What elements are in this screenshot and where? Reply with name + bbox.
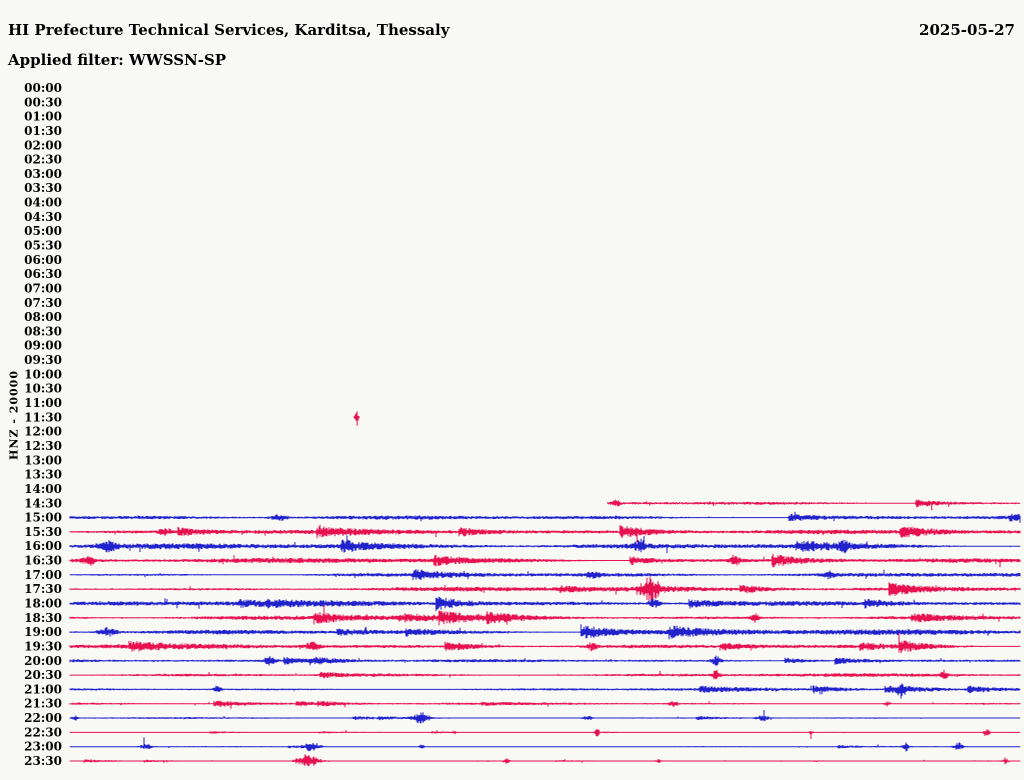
- time-label: 17:00: [24, 568, 62, 582]
- date-label: 2025-05-27: [919, 21, 1015, 39]
- trace-row-2200: [69, 710, 1021, 724]
- trace-row-1530: [69, 524, 1021, 543]
- trace-row-1800: [69, 596, 1021, 611]
- page-title: HI Prefecture Technical Services, Kardit…: [8, 21, 450, 39]
- time-label: 21:00: [24, 682, 62, 696]
- time-label: 00:00: [24, 81, 62, 95]
- time-label: 07:30: [24, 296, 62, 310]
- time-label: 06:00: [24, 253, 62, 267]
- trace-row-2130: [69, 700, 1021, 709]
- time-label: 04:30: [24, 210, 62, 224]
- time-label: 14:30: [24, 496, 62, 510]
- time-label: 02:30: [24, 153, 62, 167]
- time-label: 09:00: [24, 339, 62, 353]
- time-label: 06:30: [24, 267, 62, 281]
- time-label: 22:30: [24, 725, 62, 739]
- time-label: 17:30: [24, 582, 62, 596]
- time-label: 10:00: [24, 367, 62, 381]
- time-label: 02:00: [24, 138, 62, 152]
- time-label: 13:00: [24, 453, 62, 467]
- time-label: 16:00: [24, 539, 62, 553]
- trace-row-2300: [69, 737, 1021, 752]
- trace-row-1130: [353, 411, 360, 426]
- trace-row-2230: [69, 729, 1021, 739]
- time-label: 01:30: [24, 124, 62, 138]
- time-label: 15:30: [24, 525, 62, 539]
- time-label: 11:30: [24, 410, 62, 424]
- time-label: 00:30: [24, 95, 62, 109]
- trace-row-1730: [69, 576, 1021, 602]
- time-label: 05:00: [24, 224, 62, 238]
- time-label: 19:00: [24, 625, 62, 639]
- time-label: 16:30: [24, 554, 62, 568]
- time-label: 21:30: [24, 697, 62, 711]
- time-label: 05:30: [24, 239, 62, 253]
- trace-row-2100: [69, 683, 1021, 699]
- time-label: 15:00: [24, 511, 62, 525]
- time-label: 20:00: [24, 654, 62, 668]
- trace-row-1900: [69, 624, 1021, 640]
- time-label: 08:00: [24, 310, 62, 324]
- trace-row-2330: [69, 754, 1021, 767]
- trace-row-1830: [69, 604, 1021, 626]
- trace-row-1500: [69, 511, 1021, 523]
- time-label: 09:30: [24, 353, 62, 367]
- trace-row-1930: [69, 633, 1021, 654]
- time-label: 13:30: [24, 468, 62, 482]
- time-label: 10:30: [24, 382, 62, 396]
- time-label: 19:30: [24, 639, 62, 653]
- time-label: 14:00: [24, 482, 62, 496]
- trace-row-1430: [607, 499, 1021, 511]
- time-label: 03:00: [24, 167, 62, 181]
- time-label: 23:30: [24, 754, 62, 768]
- trace-row-1700: [69, 569, 1021, 581]
- time-label: 07:00: [24, 282, 62, 296]
- time-label: 22:00: [24, 711, 62, 725]
- trace-row-2030: [69, 669, 1021, 680]
- trace-row-1600: [69, 535, 1021, 554]
- trace-row-1630: [69, 553, 1021, 568]
- time-label: 20:30: [24, 668, 62, 682]
- time-label: 18:00: [24, 597, 62, 611]
- time-label: 03:30: [24, 181, 62, 195]
- time-label: 12:30: [24, 439, 62, 453]
- time-label: 01:00: [24, 110, 62, 124]
- time-label: 12:00: [24, 425, 62, 439]
- time-label: 11:00: [24, 396, 62, 410]
- time-label: 18:30: [24, 611, 62, 625]
- time-label: 23:00: [24, 740, 62, 754]
- time-label: 04:00: [24, 196, 62, 210]
- filter-label: Applied filter: WWSSN-SP: [8, 51, 227, 69]
- trace-row-2000: [69, 655, 1021, 666]
- time-label: 08:30: [24, 324, 62, 338]
